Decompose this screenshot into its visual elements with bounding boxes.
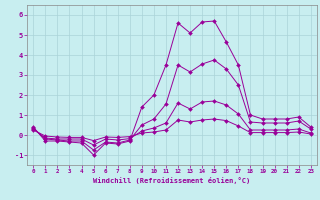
X-axis label: Windchill (Refroidissement éolien,°C): Windchill (Refroidissement éolien,°C) (93, 177, 251, 184)
